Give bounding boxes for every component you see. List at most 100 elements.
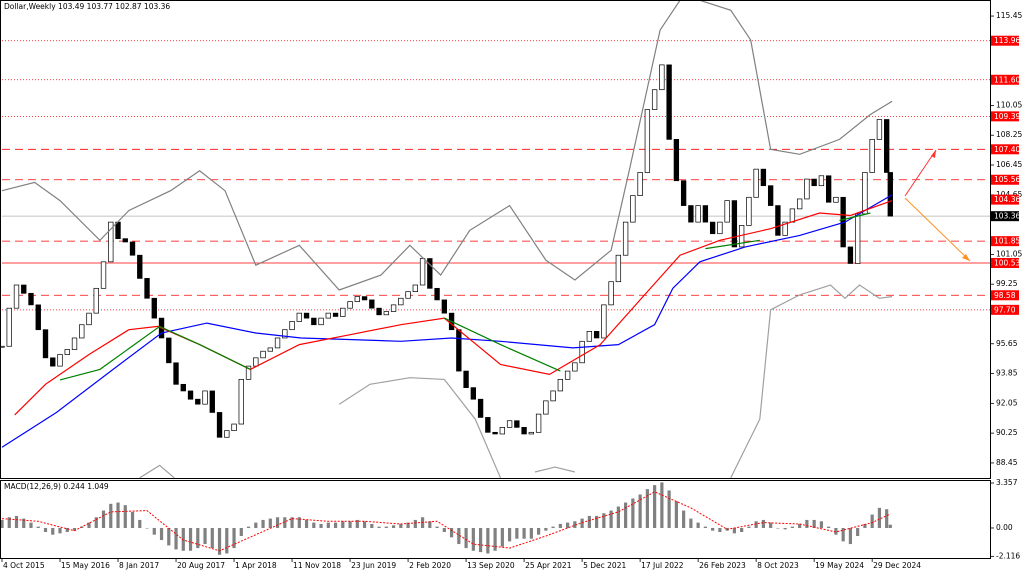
candle — [398, 297, 404, 306]
macd-bar — [609, 510, 613, 528]
macd-bar — [493, 527, 497, 551]
macd-bar — [232, 527, 236, 549]
candle — [296, 312, 302, 322]
candle — [767, 185, 774, 206]
macd-bar — [290, 517, 294, 528]
candle — [427, 258, 433, 289]
candle — [825, 175, 832, 203]
candle — [216, 412, 223, 438]
signal-line — [1, 491, 891, 552]
level-tag — [991, 211, 1019, 222]
level-label: 101.85 — [994, 237, 1020, 246]
candle — [108, 221, 114, 263]
y-tick-label: 95.65 — [996, 339, 1018, 348]
macd-bar — [72, 527, 77, 531]
arrow-head — [962, 254, 970, 261]
macd-bar — [624, 502, 628, 528]
macd-bar — [848, 527, 853, 545]
macd-bar — [544, 527, 548, 531]
x-tick-label: 15 May 2016 — [61, 561, 110, 570]
macd-bar — [435, 526, 439, 528]
y-tick-label: 115.45 — [996, 11, 1022, 20]
candle — [528, 431, 535, 435]
candle — [477, 398, 484, 418]
candle — [122, 238, 128, 243]
candle — [376, 307, 382, 316]
macd-bar — [798, 523, 802, 528]
macd-bar — [268, 518, 272, 528]
macd-bar — [478, 527, 483, 553]
candle — [303, 312, 310, 319]
candle — [282, 329, 288, 339]
macd-bar — [856, 527, 860, 537]
candle — [717, 221, 723, 235]
macd-bar — [537, 527, 541, 535]
candle — [35, 304, 41, 331]
macd-bar — [384, 526, 388, 528]
y-tick-label: 90.25 — [996, 428, 1018, 437]
candle — [485, 417, 491, 433]
candle — [521, 427, 527, 435]
x-tick-label: 19 May 2024 — [815, 561, 864, 570]
level-tag — [991, 144, 1019, 155]
candle — [796, 198, 803, 210]
macd-bar — [399, 523, 403, 528]
candle — [100, 261, 107, 289]
macd-bar — [595, 515, 599, 528]
x-tick-label: 26 Feb 2023 — [699, 561, 746, 570]
candle — [21, 284, 27, 294]
candle — [64, 349, 70, 355]
candle — [311, 317, 317, 326]
level-label: 103.36 — [994, 212, 1020, 221]
candle — [13, 284, 20, 309]
candle — [724, 200, 730, 223]
macd-bar — [464, 527, 468, 549]
level-tag — [991, 257, 1019, 268]
candle — [202, 390, 208, 405]
macd-bar — [413, 519, 417, 528]
x-tick-label: 13 Sep 2020 — [467, 561, 515, 570]
macd-bar — [551, 526, 555, 528]
macd-bar — [645, 489, 649, 528]
macd-bar — [638, 494, 642, 528]
level-tag — [991, 236, 1019, 247]
axes: 115.45 110.05 108.25 106.45 104.65 101.05 99.2… — [1, 11, 1022, 570]
price-plot — [1, 1, 990, 478]
macd-bar — [805, 519, 809, 528]
macd-bar — [457, 527, 461, 545]
macd-bar — [696, 522, 700, 528]
candle — [325, 312, 331, 319]
level-tag — [991, 74, 1019, 85]
candle — [659, 64, 665, 91]
candle — [615, 254, 622, 283]
macd-bar — [116, 502, 120, 528]
candle — [847, 246, 854, 264]
macd-bar — [841, 527, 845, 542]
candle — [579, 340, 585, 364]
x-tick-label: 11 Nov 2018 — [293, 561, 341, 570]
x-tick-label: 8 Jan 2017 — [119, 561, 159, 570]
candle — [673, 139, 680, 182]
macd-bar — [500, 527, 504, 547]
candle — [506, 420, 513, 428]
candle — [253, 357, 259, 367]
macd-bar — [65, 527, 69, 532]
y-tick-label: 92.05 — [996, 398, 1018, 407]
macd-bar — [754, 521, 758, 528]
macd-bar — [174, 527, 178, 550]
macd-bar — [246, 526, 251, 528]
candle — [775, 205, 781, 236]
level-tag — [991, 290, 1019, 301]
candle — [260, 350, 266, 359]
candle — [224, 430, 230, 438]
macd-bar — [123, 505, 127, 528]
candle — [361, 296, 368, 301]
level-tag — [991, 35, 1019, 46]
level-label: 109.39 — [994, 112, 1020, 121]
candle — [347, 301, 353, 309]
y-tick-label: 108.25 — [996, 130, 1022, 139]
macd-bar — [827, 526, 831, 528]
macd-bar — [486, 527, 490, 554]
candle — [887, 172, 893, 217]
